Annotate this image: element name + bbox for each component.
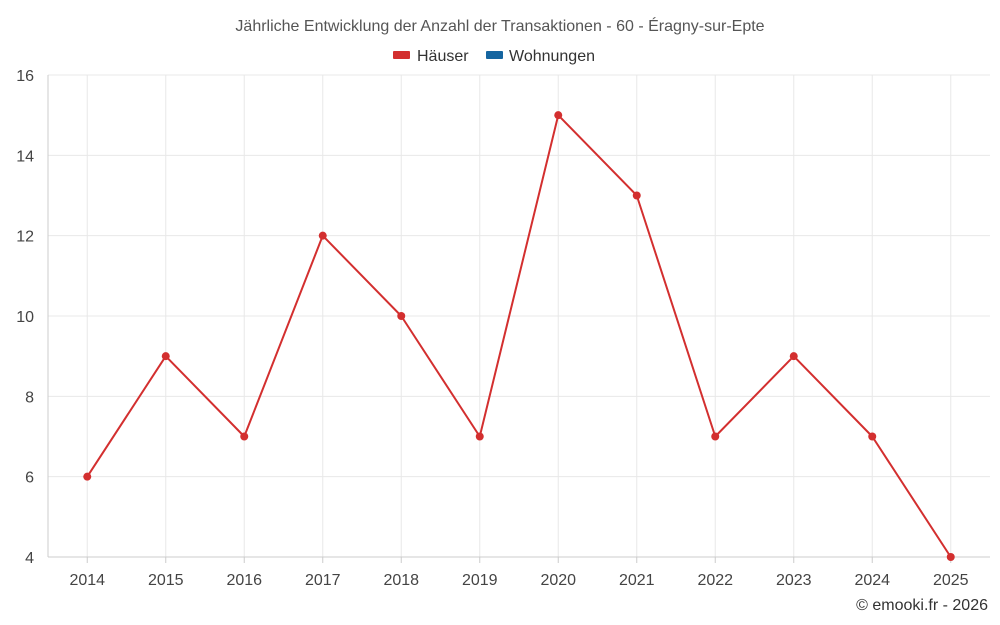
y-tick-label: 6	[25, 470, 34, 487]
gridlines	[48, 74, 990, 557]
x-tick-label: 2017	[305, 572, 341, 589]
x-tick-label: 2016	[226, 572, 262, 589]
data-point-2021[interactable]	[632, 191, 641, 200]
data-point-2016[interactable]	[240, 432, 249, 441]
x-tick-label: 2019	[462, 572, 498, 589]
data-point-2025[interactable]	[946, 553, 955, 561]
x-tick-label: 2014	[69, 572, 105, 589]
x-tick-label: 2023	[776, 572, 812, 589]
data-point-2022[interactable]	[711, 432, 720, 441]
chart-title: Jährliche Entwicklung der Anzahl der Tra…	[235, 16, 764, 35]
x-tick-label: 2015	[148, 572, 184, 589]
x-tick-label: 2018	[383, 572, 419, 589]
axes	[47, 75, 990, 558]
legend-label-wohnungen[interactable]: Wohnungen	[509, 48, 595, 65]
data-point-2015[interactable]	[161, 352, 170, 361]
legend: Häuser Wohnungen	[393, 48, 595, 65]
x-tick-label: 2020	[540, 572, 576, 589]
legend-item-wohnungen[interactable]: Wohnungen	[486, 48, 595, 65]
y-tick-label: 10	[16, 309, 34, 326]
legend-swatch-haeuser	[393, 51, 410, 59]
y-tick-label: 4	[25, 550, 34, 567]
data-point-2018[interactable]	[397, 312, 406, 320]
series-haeuser	[83, 111, 955, 561]
y-tick-label: 16	[16, 68, 34, 85]
data-point-2024[interactable]	[868, 432, 877, 441]
credit-text: © emooki.fr - 2026	[856, 597, 988, 614]
y-tick-label: 14	[16, 148, 34, 165]
data-point-2019[interactable]	[475, 432, 484, 441]
x-axis-ticks: 2014 2015 2016 2017 2018 2019 2020 2021 2022 2023…	[69, 557, 969, 589]
data-point-2023[interactable]	[789, 352, 798, 361]
data-point-2014[interactable]	[83, 472, 92, 481]
x-tick-label: 2022	[697, 572, 733, 589]
y-axis-ticks: 4 6 8 10 12 14 16	[16, 68, 34, 567]
x-tick-label: 2021	[619, 572, 655, 589]
y-tick-label: 8	[25, 389, 34, 406]
legend-swatch-wohnungen	[486, 51, 503, 59]
data-point-2020[interactable]	[554, 111, 563, 120]
data-point-2017[interactable]	[318, 231, 327, 240]
series-line	[86, 114, 952, 558]
y-tick-label: 12	[16, 229, 34, 246]
x-tick-label: 2024	[854, 572, 890, 589]
legend-label-haeuser[interactable]: Häuser	[417, 48, 469, 65]
x-tick-label: 2025	[933, 572, 969, 589]
legend-item-haeuser[interactable]: Häuser	[393, 48, 469, 65]
